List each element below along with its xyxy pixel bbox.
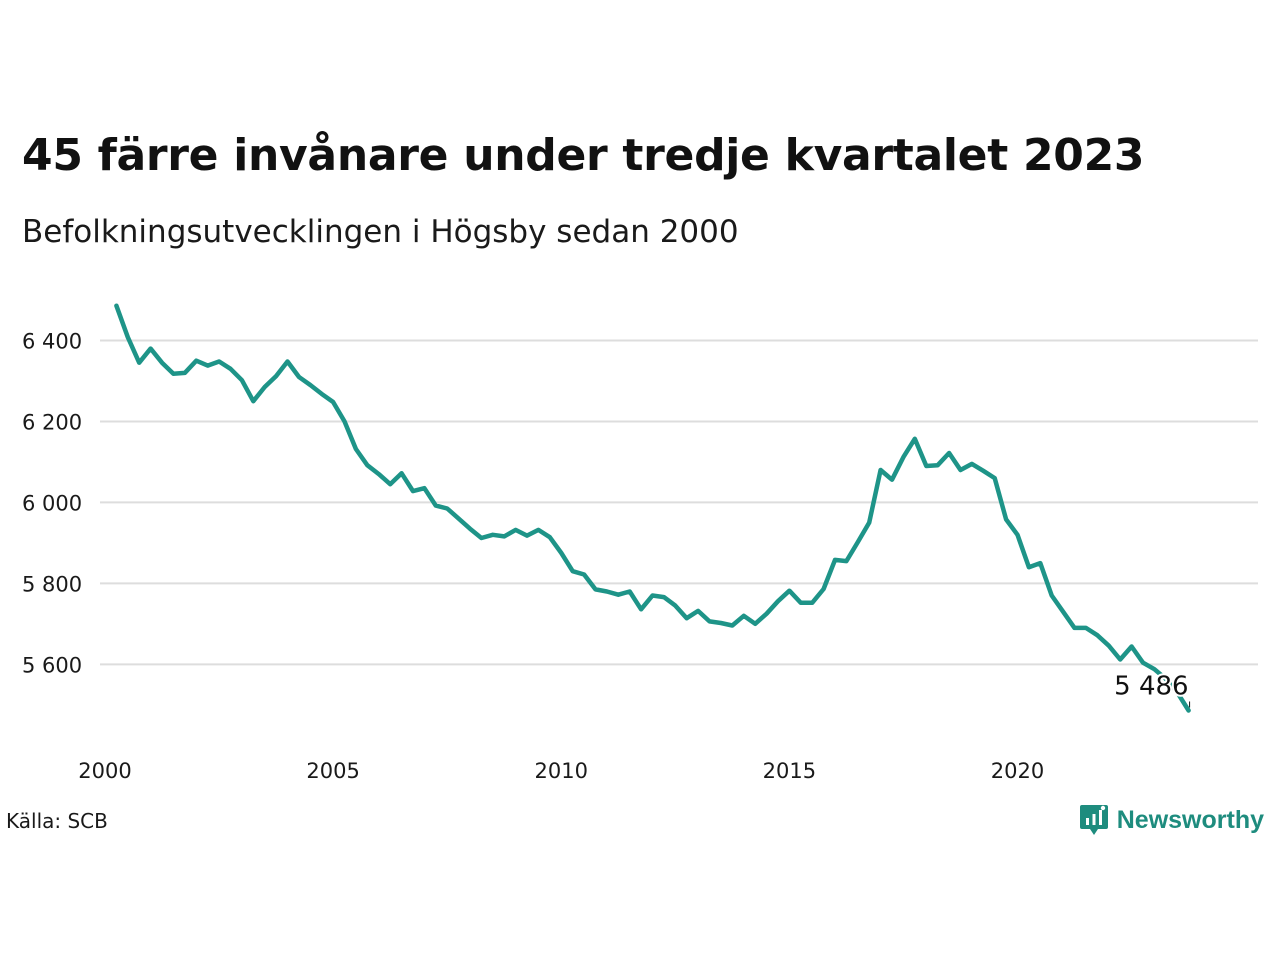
series-line bbox=[114, 303, 1191, 713]
y-tick-label: 6 200 bbox=[22, 410, 82, 434]
x-tick-label: 2015 bbox=[763, 759, 816, 783]
x-tick-label: 2020 bbox=[991, 759, 1044, 783]
y-tick-label: 5 800 bbox=[22, 572, 82, 596]
y-tick-label: 6 000 bbox=[22, 491, 82, 515]
brand-logo: Newsworthy bbox=[1079, 803, 1264, 837]
x-tick-label: 2005 bbox=[306, 759, 359, 783]
end-label-layer: 5 486 bbox=[1112, 669, 1191, 708]
end-value-label: 5 486 bbox=[1114, 671, 1188, 701]
y-tick-label: 5 600 bbox=[22, 653, 82, 677]
source-note: Källa: SCB bbox=[6, 809, 108, 833]
chart-title: 45 färre invånare under tredje kvartalet… bbox=[22, 130, 1145, 181]
x-axis-ticks: 2000 2005 2010 2015 2020 bbox=[78, 759, 1044, 783]
gridlines bbox=[100, 339, 1258, 666]
x-tick-label: 2010 bbox=[535, 759, 588, 783]
y-tick-label: 6 400 bbox=[22, 329, 82, 353]
y-axis-ticks: 5 600 5 800 6 000 6 200 6 400 bbox=[22, 329, 82, 677]
x-tick-label: 2000 bbox=[78, 759, 131, 783]
chart-speech-bubble-icon bbox=[1079, 805, 1108, 835]
brand-name: Newsworthy bbox=[1116, 805, 1264, 834]
chart-subtitle: Befolkningsutvecklingen i Högsby sedan 2… bbox=[22, 214, 739, 250]
series-layer bbox=[114, 303, 1191, 713]
